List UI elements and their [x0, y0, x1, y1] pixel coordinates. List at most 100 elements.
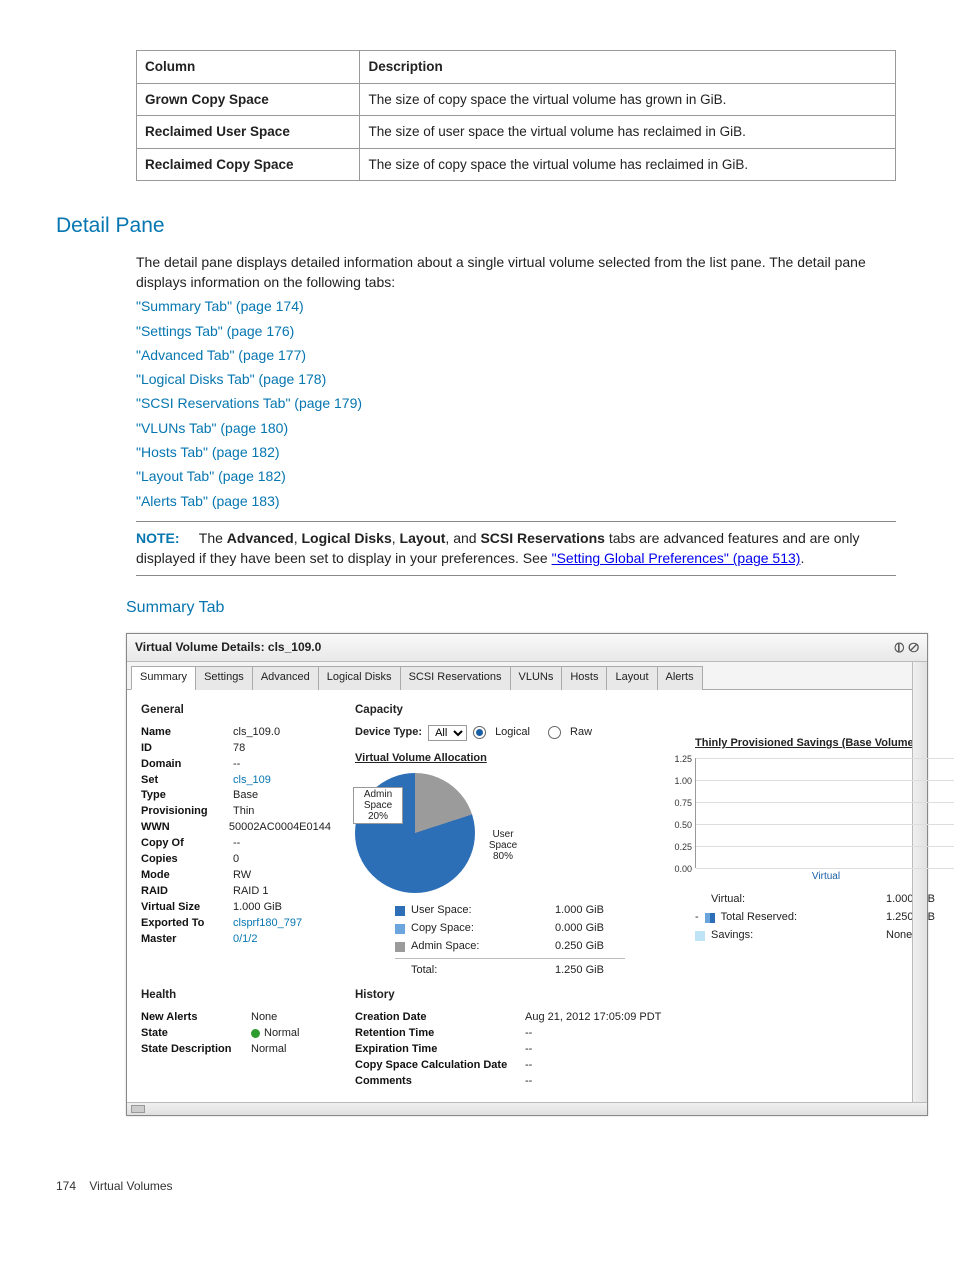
field-label: Copies [141, 852, 233, 868]
field-value: RW [233, 868, 251, 884]
tab-summary[interactable]: Summary [131, 666, 196, 690]
bar-axis-label: Virtual [696, 870, 954, 885]
y-tick: 1.00 [674, 775, 692, 788]
tab-hosts[interactable]: Hosts [561, 666, 607, 690]
raw-radio[interactable] [548, 726, 561, 739]
field-label: Copy Of [141, 836, 233, 852]
status-dot-icon [251, 1029, 260, 1038]
note-box: NOTE: The Advanced, Logical Disks, Layou… [136, 521, 896, 576]
health-heading: Health [141, 987, 331, 1004]
panel-title-bar: Virtual Volume Details: cls_109.0 ⦶ ⊘ [127, 634, 927, 662]
field-label: State [141, 1026, 251, 1042]
table-row: Grown Copy Space [137, 83, 360, 116]
note-text: The Advanced, Logical Disks, Layout, and… [136, 530, 859, 566]
tab-link[interactable]: "Hosts Tab" (page 182) [136, 444, 280, 460]
column-description-table: Column Description Grown Copy SpaceThe s… [136, 50, 896, 181]
field-label: New Alerts [141, 1010, 251, 1026]
field-value: None [251, 1010, 277, 1026]
total-value: 1.250 GiB [555, 963, 625, 979]
field-value: -- [525, 1058, 532, 1074]
general-heading: General [141, 702, 331, 719]
field-label: Virtual Size [141, 900, 233, 916]
history-heading: History [355, 987, 913, 1004]
legend-label: Admin Space: [411, 939, 479, 955]
tab-link[interactable]: "Logical Disks Tab" (page 178) [136, 371, 326, 387]
logical-radio[interactable] [473, 726, 486, 739]
total-label: Total: [411, 963, 437, 979]
collapse-down-icon[interactable]: ⊘ [908, 639, 919, 655]
field-label: Expiration Time [355, 1042, 525, 1058]
legend-label: Total Reserved: [721, 910, 797, 926]
field-label: Exported To [141, 916, 233, 932]
device-type-select[interactable]: All [428, 725, 467, 741]
note-link[interactable]: "Setting Global Preferences" (page 513) [552, 550, 801, 566]
field-label: Retention Time [355, 1026, 525, 1042]
field-value[interactable]: 0/1/2 [233, 932, 257, 948]
raw-radio-label: Raw [570, 725, 592, 741]
tab-link[interactable]: "VLUNs Tab" (page 180) [136, 420, 288, 436]
note-lead: NOTE: [136, 530, 180, 546]
tab-vluns[interactable]: VLUNs [510, 666, 563, 690]
tab-scsi-reservations[interactable]: SCSI Reservations [400, 666, 511, 690]
legend-swatch [705, 913, 715, 923]
legend-label: User Space: [411, 903, 472, 919]
field-value: -- [525, 1042, 532, 1058]
detail-pane-intro: The detail pane displays detailed inform… [136, 252, 896, 293]
tab-link[interactable]: "Advanced Tab" (page 177) [136, 347, 306, 363]
pie-admin-label: Admin Space 20% [353, 787, 403, 824]
table-header-description: Description [360, 51, 896, 84]
y-tick: 1.25 [674, 753, 692, 766]
legend-value: 1.000 GiB [555, 903, 625, 919]
tab-link[interactable]: "SCSI Reservations Tab" (page 179) [136, 395, 362, 411]
page-footer: 174 Virtual Volumes [56, 1178, 173, 1195]
tab-link[interactable]: "Alerts Tab" (page 183) [136, 493, 280, 509]
field-label: State Description [141, 1042, 251, 1058]
savings-bar-chart: 1.251.000.750.500.250.00 Virtual [695, 758, 954, 868]
legend-swatch [695, 931, 705, 941]
field-value[interactable]: cls_109 [233, 773, 271, 789]
pie-user-label: User Space 80% [481, 829, 525, 862]
heading-summary-tab: Summary Tab [126, 596, 914, 619]
table-row: The size of user space the virtual volum… [360, 116, 896, 149]
field-label: Copy Space Calculation Date [355, 1058, 525, 1074]
horizontal-scrollbar[interactable] [127, 1102, 927, 1115]
field-label: Provisioning [141, 804, 233, 820]
field-value: Normal [251, 1026, 299, 1042]
field-label: Name [141, 725, 233, 741]
tab-layout[interactable]: Layout [606, 666, 657, 690]
page-number: 174 [56, 1179, 76, 1193]
tab-link[interactable]: "Settings Tab" (page 176) [136, 323, 294, 339]
tab-link[interactable]: "Layout Tab" (page 182) [136, 468, 286, 484]
tab-logical-disks[interactable]: Logical Disks [318, 666, 401, 690]
field-label: Mode [141, 868, 233, 884]
field-value: -- [525, 1026, 532, 1042]
y-tick: 0.50 [674, 819, 692, 832]
scroll-thumb[interactable] [131, 1105, 145, 1113]
field-value: Thin [233, 804, 254, 820]
tab-alerts[interactable]: Alerts [657, 666, 703, 690]
panel-title: Virtual Volume Details: cls_109.0 [135, 640, 321, 654]
field-label: Set [141, 773, 233, 789]
y-tick: 0.00 [674, 863, 692, 876]
y-tick: 0.25 [674, 841, 692, 854]
tab-advanced[interactable]: Advanced [252, 666, 319, 690]
field-value[interactable]: clsprf180_797 [233, 916, 302, 932]
field-value: 0 [233, 852, 239, 868]
capacity-heading: Capacity [355, 702, 675, 719]
field-value: -- [233, 836, 240, 852]
legend-swatch [395, 906, 405, 916]
legend-label: Virtual: [711, 892, 745, 908]
screenshot-panel: Virtual Volume Details: cls_109.0 ⦶ ⊘ Su… [126, 633, 928, 1116]
field-value: 78 [233, 741, 245, 757]
allocation-heading: Virtual Volume Allocation [355, 751, 675, 767]
field-label: RAID [141, 884, 233, 900]
tab-settings[interactable]: Settings [195, 666, 253, 690]
field-label: Master [141, 932, 233, 948]
field-value: Base [233, 788, 258, 804]
legend-label: Copy Space: [411, 921, 474, 937]
field-value: -- [233, 757, 240, 773]
tab-link[interactable]: "Summary Tab" (page 174) [136, 298, 304, 314]
field-value: 50002AC0004E0144 [229, 820, 331, 836]
collapse-up-icon[interactable]: ⦶ [894, 639, 904, 655]
field-label: Creation Date [355, 1010, 525, 1026]
